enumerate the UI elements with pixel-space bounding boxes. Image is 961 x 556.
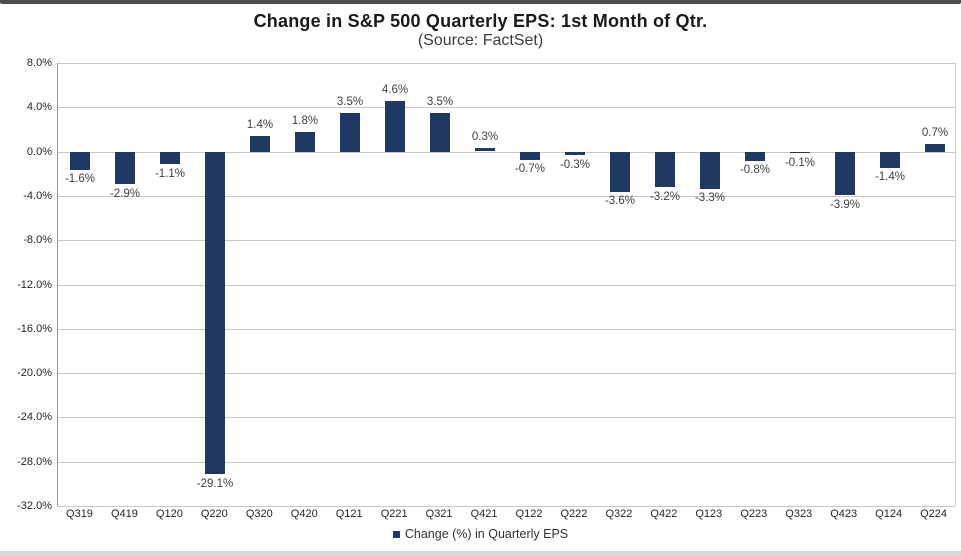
- gridline: [58, 107, 955, 108]
- y-tick-label: -12.0%: [17, 279, 52, 291]
- legend-square-icon: [392, 530, 400, 538]
- gridline: [58, 462, 955, 463]
- x-tick-label-Q124: Q124: [875, 508, 903, 520]
- gridline: [58, 285, 955, 286]
- bar-Q121: [340, 113, 360, 152]
- gridline: [58, 196, 955, 197]
- bar-value-label: -3.2%: [649, 191, 681, 203]
- plot-area: -1.6% -2.9% -1.1% -29.1% 1.4% 1.8% 3.5% 4.6% 3.5…: [57, 63, 956, 507]
- bar-Q421: [475, 148, 495, 151]
- gridline: [58, 152, 955, 153]
- bar-Q220: [205, 152, 225, 474]
- bar-value-label: 1.4%: [246, 119, 274, 131]
- chart-subtitle: (Source: FactSet): [417, 32, 544, 49]
- x-tick-label-Q421: Q421: [470, 508, 498, 520]
- bar-Q222: [565, 152, 585, 155]
- x-tick-label-Q422: Q422: [650, 508, 678, 520]
- bar-Q419: [115, 152, 135, 184]
- x-tick-label-Q121: Q121: [335, 508, 363, 520]
- bar-value-label: 0.7%: [921, 127, 949, 139]
- y-tick-label: -32.0%: [17, 500, 52, 512]
- x-axis: Q319 Q419 Q120 Q220 Q320 Q420 Q121 Q221 Q321 Q421…: [57, 508, 956, 522]
- x-tick-label-Q423: Q423: [830, 508, 858, 520]
- bar-value-label: -1.4%: [874, 171, 906, 183]
- x-tick-label-Q123: Q123: [695, 508, 723, 520]
- x-tick-label-Q419: Q419: [110, 508, 138, 520]
- x-tick-label-Q122: Q122: [515, 508, 543, 520]
- y-tick-label: 0.0%: [26, 146, 52, 158]
- bar-value-label: -1.1%: [154, 168, 186, 180]
- bar-Q221: [385, 101, 405, 152]
- x-tick-label-Q222: Q222: [560, 508, 588, 520]
- y-tick-label: 4.0%: [26, 101, 52, 113]
- gridline: [58, 329, 955, 330]
- bar-Q223: [745, 152, 765, 161]
- legend-label: Change (%) in Quarterly EPS: [404, 527, 569, 541]
- y-tick-label: 8.0%: [26, 57, 52, 69]
- bar-value-label: -3.3%: [694, 192, 726, 204]
- bar-Q123: [700, 152, 720, 189]
- bar-value-label: -0.3%: [559, 159, 591, 171]
- y-tick-label: -28.0%: [17, 456, 52, 468]
- top-border: [0, 0, 961, 4]
- bar-value-label: -0.8%: [739, 164, 771, 176]
- y-tick-label: -16.0%: [17, 323, 52, 335]
- bar-Q420: [295, 132, 315, 152]
- bar-value-label: -2.9%: [109, 188, 141, 200]
- bar-Q320: [250, 136, 270, 152]
- gridline: [58, 240, 955, 241]
- x-tick-label-Q120: Q120: [155, 508, 183, 520]
- bar-value-label: -0.7%: [514, 163, 546, 175]
- gridline: [58, 63, 955, 64]
- bottom-border: [0, 551, 961, 556]
- x-tick-label-Q319: Q319: [66, 508, 93, 520]
- bar-value-label: 3.5%: [336, 96, 364, 108]
- x-tick-label-Q223: Q223: [740, 508, 768, 520]
- bar-Q120: [160, 152, 180, 164]
- gridline: [58, 417, 955, 418]
- x-tick-label-Q322: Q322: [605, 508, 633, 520]
- y-tick-label: -4.0%: [23, 190, 52, 202]
- bar-value-label: -1.6%: [64, 173, 96, 185]
- bar-value-label: 4.6%: [381, 84, 409, 96]
- bar-Q124: [880, 152, 900, 168]
- x-tick-label-Q220: Q220: [200, 508, 228, 520]
- bar-Q422: [655, 152, 675, 187]
- y-tick-label: -24.0%: [17, 411, 52, 423]
- bar-value-label: 1.8%: [291, 115, 319, 127]
- gridline: [58, 506, 955, 507]
- gridline: [58, 373, 955, 374]
- bar-Q322: [610, 152, 630, 192]
- bar-Q323: [790, 152, 810, 153]
- bar-Q423: [835, 152, 855, 195]
- bar-Q319: [70, 152, 90, 170]
- bar-value-label: -3.6%: [604, 195, 636, 207]
- y-tick-label: -8.0%: [23, 234, 52, 246]
- x-tick-label-Q320: Q320: [245, 508, 273, 520]
- legend: Change (%) in Quarterly EPS: [0, 527, 961, 541]
- y-tick-label: -20.0%: [17, 367, 52, 379]
- x-tick-label-Q221: Q221: [380, 508, 408, 520]
- bar-value-label: 3.5%: [426, 96, 454, 108]
- chart-title: Change in S&P 500 Quarterly EPS: 1st Mon…: [253, 11, 708, 31]
- bar-value-label: -0.1%: [784, 157, 816, 169]
- bar-Q321: [430, 113, 450, 152]
- x-tick-label-Q323: Q323: [785, 508, 813, 520]
- bar-Q224: [925, 144, 945, 152]
- bar-value-label: -3.9%: [829, 199, 861, 211]
- bar-Q122: [520, 152, 540, 160]
- bar-value-label: -29.1%: [196, 478, 234, 490]
- x-tick-label-Q321: Q321: [425, 508, 453, 520]
- x-tick-label-Q224: Q224: [920, 508, 948, 520]
- bar-value-label: 0.3%: [471, 131, 499, 143]
- x-tick-label-Q420: Q420: [290, 508, 318, 520]
